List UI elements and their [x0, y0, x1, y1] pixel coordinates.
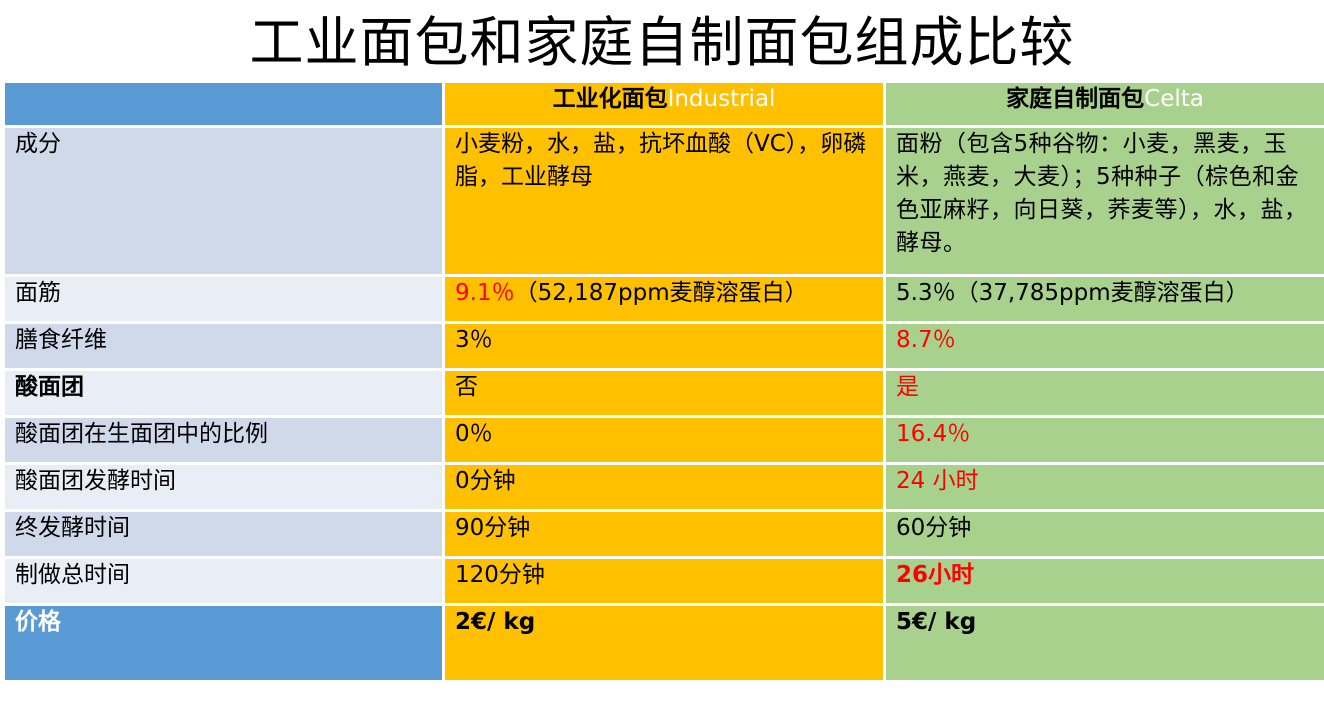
home-ingredients: 面粉（包含5种谷物：小麦，黑麦，玉米，燕麦，大麦）；5种种子（棕色和金色亚麻籽，…	[883, 125, 1324, 277]
table-row-fiber: 膳食纤维 3％ 8.7％	[2, 321, 1324, 371]
table-row-sourdough-ratio: 酸面团在生面团中的比例 0％ 16.4％	[2, 415, 1324, 465]
header-industrial-cn: 工业化面包	[552, 86, 668, 112]
home-sourdough: 是	[883, 368, 1324, 418]
home-price: 5€/ kg	[883, 603, 1324, 683]
industrial-gluten: 9.1％（52,187ppm麦醇溶蛋白）	[442, 274, 886, 324]
header-industrial-en: Industrial	[667, 86, 776, 112]
home-total-time: 26小时	[883, 556, 1324, 606]
label-fiber: 膳食纤维	[2, 321, 445, 371]
industrial-sourdough-time: 0分钟	[442, 462, 886, 512]
industrial-final-ferment: 90分钟	[442, 509, 886, 559]
label-total-time: 制做总时间	[2, 556, 445, 606]
industrial-gluten-detail: （52,187ppm麦醇溶蛋白）	[514, 280, 808, 306]
table-row-price: 价格 2€/ kg 5€/ kg	[2, 603, 1324, 683]
table-row-sourdough: 酸面团 否 是	[2, 368, 1324, 418]
label-sourdough: 酸面团	[2, 368, 445, 418]
table-header-row: 工业化面包Industrial 家庭自制面包Celta	[2, 80, 1324, 128]
industrial-sourdough-ratio: 0％	[442, 415, 886, 465]
home-fiber: 8.7％	[883, 321, 1324, 371]
header-blank-cell	[2, 80, 445, 128]
industrial-gluten-pct: 9.1％	[455, 280, 515, 306]
header-home: 家庭自制面包Celta	[883, 80, 1324, 128]
table-row-total-time: 制做总时间 120分钟 26小时	[2, 556, 1324, 606]
industrial-ingredients: 小麦粉，水，盐，抗坏血酸（VC），卵磷脂，工业酵母	[442, 125, 886, 277]
label-sourdough-time: 酸面团发酵时间	[2, 462, 445, 512]
home-gluten: 5.3％（37,785ppm麦醇溶蛋白）	[883, 274, 1324, 324]
industrial-sourdough: 否	[442, 368, 886, 418]
header-home-cn: 家庭自制面包	[1006, 86, 1145, 112]
page-title: 工业面包和家庭自制面包组成比较	[249, 11, 1075, 74]
industrial-fiber: 3％	[442, 321, 886, 371]
table-row-gluten: 面筋 9.1％（52,187ppm麦醇溶蛋白） 5.3％（37,785ppm麦醇…	[2, 274, 1324, 324]
label-price: 价格	[2, 603, 445, 683]
header-industrial: 工业化面包Industrial	[442, 80, 886, 128]
label-ingredients: 成分	[2, 125, 445, 277]
label-gluten: 面筋	[2, 274, 445, 324]
home-sourdough-time: 24 小时	[883, 462, 1324, 512]
table-row-ingredients: 成分 小麦粉，水，盐，抗坏血酸（VC），卵磷脂，工业酵母 面粉（包含5种谷物：小…	[2, 125, 1324, 277]
table-row-sourdough-time: 酸面团发酵时间 0分钟 24 小时	[2, 462, 1324, 512]
comparison-table: 工业化面包Industrial 家庭自制面包Celta 成分 小麦粉，水，盐，抗…	[2, 80, 1324, 683]
home-sourdough-ratio: 16.4％	[883, 415, 1324, 465]
home-final-ferment: 60分钟	[883, 509, 1324, 559]
header-home-en: Celta	[1144, 86, 1204, 112]
table-row-final-ferment: 终发酵时间 90分钟 60分钟	[2, 509, 1324, 559]
industrial-total-time: 120分钟	[442, 556, 886, 606]
label-sourdough-ratio: 酸面团在生面团中的比例	[2, 415, 445, 465]
label-final-ferment: 终发酵时间	[2, 509, 445, 559]
industrial-price: 2€/ kg	[442, 603, 886, 683]
